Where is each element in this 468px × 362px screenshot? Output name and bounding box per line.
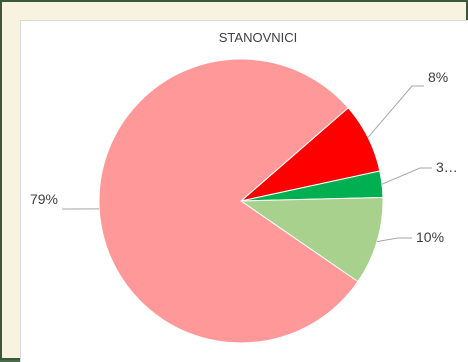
data-label-slice-79: 79% <box>30 191 58 207</box>
pie-slices <box>99 59 383 343</box>
data-label-slice-10: 10% <box>416 229 444 245</box>
leader-line-slice-3 <box>382 168 432 184</box>
chart-title: STANOVNICI <box>219 30 298 45</box>
leader-line-slice-8 <box>368 86 424 137</box>
data-label-slice-8: 8% <box>428 69 448 85</box>
leader-line-slice-10 <box>377 238 412 242</box>
data-label-slice-3: 3… <box>436 159 458 175</box>
